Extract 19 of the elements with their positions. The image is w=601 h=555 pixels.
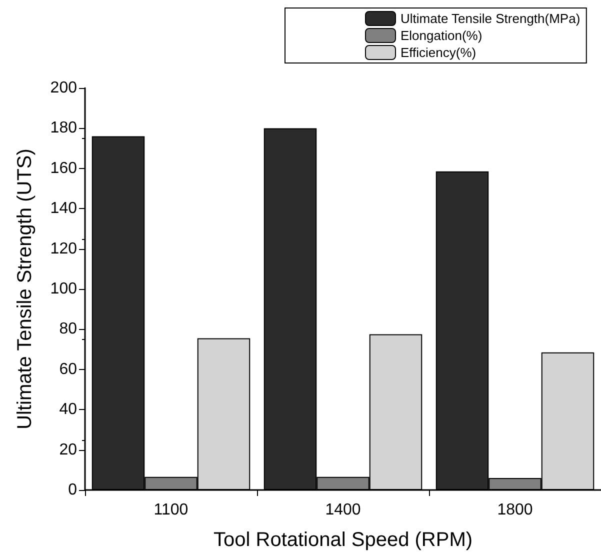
x-tick-label: 1400 <box>325 502 361 518</box>
legend-label: Ultimate Tensile Strength(MPa) <box>400 11 580 26</box>
y-tick-label: 100 <box>50 280 78 298</box>
y-tick-label: 180 <box>50 120 78 137</box>
legend-label: Efficiency(%) <box>400 45 476 60</box>
y-axis-title: Ultimate Tensile Strength (UTS) <box>14 148 36 430</box>
y-tick-label: 120 <box>50 240 78 258</box>
x-axis-title: Tool Rotational Speed (RPM) <box>213 529 473 551</box>
y-tick-label: 160 <box>50 160 78 177</box>
y-tick-label: 0 <box>68 482 78 498</box>
y-tick-label: 80 <box>59 320 78 338</box>
x-tick-label: 1100 <box>154 502 188 518</box>
y-tick-label: 60 <box>59 360 78 378</box>
legend-label: Elongation(%) <box>400 28 482 43</box>
y-tick-label: 40 <box>59 401 78 418</box>
y-tick-label: 20 <box>59 441 78 458</box>
y-tick-label: 200 <box>50 80 78 96</box>
x-tick-label: 1800 <box>497 502 533 518</box>
y-tick-label: 140 <box>50 200 78 218</box>
